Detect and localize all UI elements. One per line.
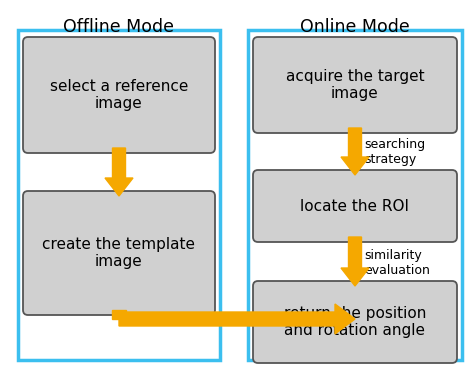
Text: similarity
evaluation: similarity evaluation [364,249,430,277]
Bar [18,30,220,360]
FancyArrow shape [341,128,369,175]
FancyArrow shape [119,304,355,334]
Text: create the template
image: create the template image [43,237,195,269]
Text: acquire the target
image: acquire the target image [286,69,424,101]
FancyBboxPatch shape [23,37,215,153]
FancyBboxPatch shape [23,191,215,315]
FancyBboxPatch shape [253,281,457,363]
FancyArrow shape [105,148,133,196]
Text: Online Mode: Online Mode [300,18,410,36]
Text: select a reference
image: select a reference image [50,79,188,111]
Bar [248,30,462,360]
FancyArrow shape [112,310,126,319]
Text: searching
strategy: searching strategy [364,138,425,166]
FancyBboxPatch shape [253,170,457,242]
FancyBboxPatch shape [253,37,457,133]
Text: return the position
and rotation angle: return the position and rotation angle [284,306,426,338]
FancyArrow shape [341,237,369,286]
Text: locate the ROI: locate the ROI [301,199,410,214]
Text: Offline Mode: Offline Mode [64,18,174,36]
